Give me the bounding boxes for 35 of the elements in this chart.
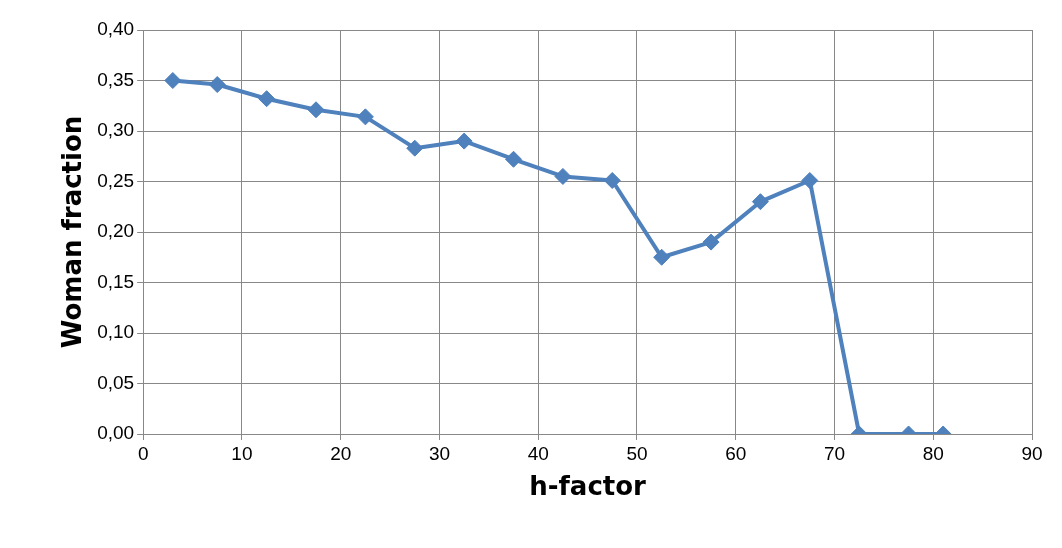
point bbox=[603, 171, 621, 189]
point bbox=[751, 193, 769, 211]
point bbox=[406, 139, 424, 157]
y-axis-title: Woman fraction bbox=[57, 115, 88, 349]
y-tick-label: 0,00 bbox=[97, 422, 135, 444]
x-tick-label: 80 bbox=[922, 442, 944, 464]
y-tick-label: 0,10 bbox=[97, 321, 135, 343]
y-tick-label: 0,25 bbox=[97, 169, 135, 191]
point bbox=[356, 108, 374, 126]
x-tick-label: 90 bbox=[1021, 442, 1043, 464]
x-tick-label: 60 bbox=[725, 442, 747, 464]
y-tick-label: 0,40 bbox=[97, 18, 135, 40]
point bbox=[554, 167, 572, 185]
y-tick-label: 0,20 bbox=[97, 220, 135, 242]
point bbox=[653, 248, 671, 266]
x-tick-label: 70 bbox=[823, 442, 846, 464]
x-axis-title: h-factor bbox=[529, 471, 647, 502]
y-tick-label: 0,15 bbox=[97, 270, 135, 292]
x-tick-label: 40 bbox=[527, 442, 549, 464]
point bbox=[702, 233, 720, 251]
point bbox=[801, 171, 819, 189]
y-tick-label: 0,35 bbox=[97, 68, 135, 90]
x-tick-label: 30 bbox=[428, 442, 451, 464]
point bbox=[505, 150, 523, 168]
point bbox=[258, 90, 276, 108]
x-tick-label: 0 bbox=[137, 442, 149, 464]
x-tick-label: 50 bbox=[626, 442, 648, 464]
point bbox=[307, 101, 325, 119]
point bbox=[455, 132, 473, 150]
x-tick-label: 10 bbox=[231, 442, 253, 464]
y-tick-label: 0,30 bbox=[97, 119, 135, 141]
point bbox=[164, 72, 182, 89]
y-tick-label: 0,05 bbox=[97, 371, 135, 393]
point bbox=[208, 76, 226, 94]
x-tick-label: 20 bbox=[330, 442, 352, 464]
